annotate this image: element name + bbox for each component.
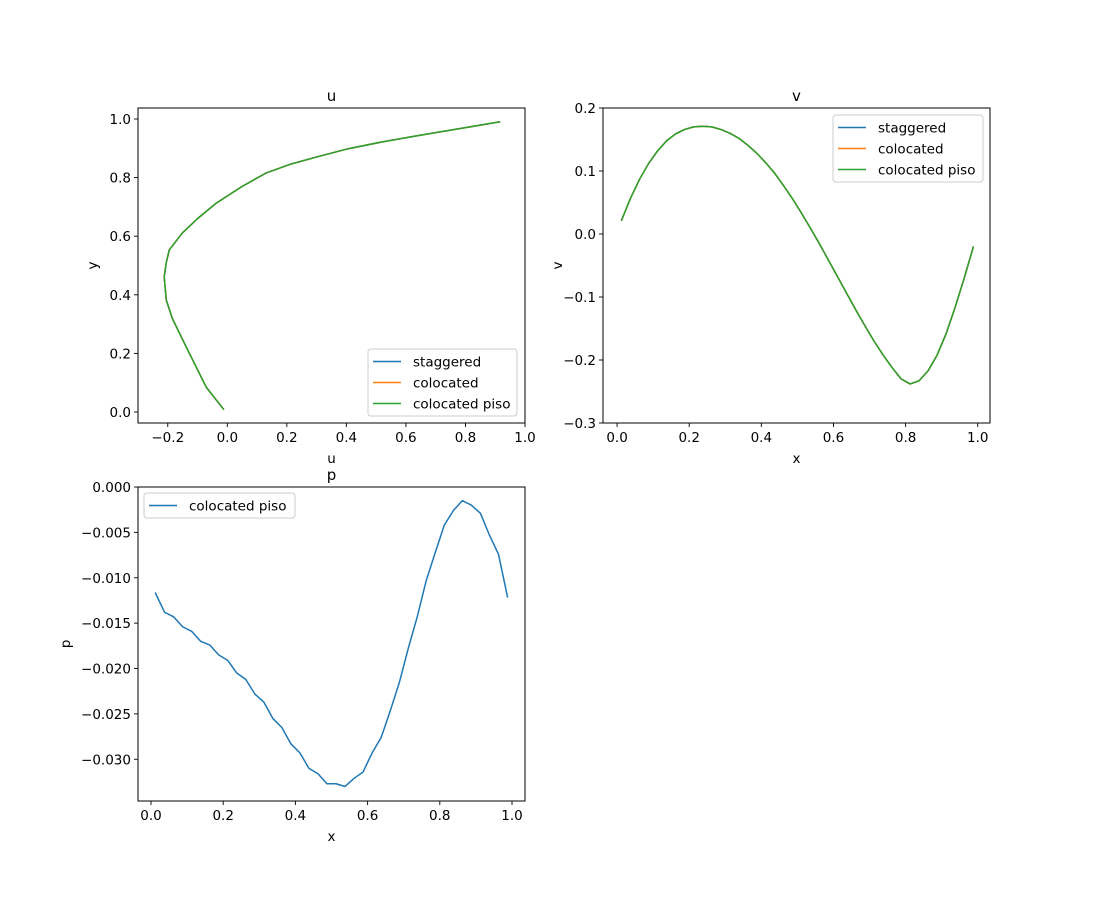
x-tick-label: 0.4 — [751, 430, 772, 446]
legend-label: colocated — [878, 142, 944, 158]
x-tick-label: 0.0 — [217, 430, 238, 446]
y-tick-label: 0.8 — [110, 171, 131, 187]
y-tick-label: 0.2 — [110, 346, 131, 362]
x-tick-label: 0.4 — [336, 430, 357, 446]
x-tick-label: −0.2 — [151, 430, 184, 446]
y-tick-label: 0.6 — [110, 229, 131, 245]
series-line-colocated-piso — [154, 499, 509, 788]
x-tick-label: 0.8 — [455, 430, 476, 446]
y-tick-label: −0.2 — [563, 353, 596, 369]
series-line-colocated-piso — [163, 121, 501, 411]
legend-box — [143, 492, 296, 519]
y-tick-label: −0.010 — [81, 571, 131, 587]
x-axis-label: x — [328, 829, 336, 845]
axes-frame — [137, 486, 526, 802]
legend-label: staggered — [878, 121, 946, 137]
y-axis-label: y — [85, 262, 101, 270]
legend-label: colocated piso — [413, 397, 510, 413]
subplot-v: 0.0 0.2 0.4 0.6 0.8 1.0 −0.3 −0.2 −0.1 0.0 0.1 0.2 v… — [550, 87, 991, 467]
y-tick-label: 0.4 — [110, 288, 131, 304]
y-tick-label: −0.030 — [81, 752, 131, 768]
x-tick-label: 0.0 — [606, 430, 627, 446]
plot-lines — [163, 121, 501, 411]
y-tick-label: −0.025 — [81, 707, 131, 723]
y-tick-label: 1.0 — [110, 112, 131, 128]
legend: colocated piso — [143, 492, 296, 519]
x-tick-label: 0.8 — [429, 808, 450, 824]
legend-label: staggered — [413, 355, 481, 371]
x-tick-label: 1.0 — [514, 430, 535, 446]
x-tick-label: 0.0 — [140, 808, 161, 824]
y-tick-label: 0.2 — [575, 101, 596, 117]
x-tick-label: 1.0 — [967, 430, 988, 446]
series-line-colocated-piso — [620, 125, 975, 385]
subplot-p: 0.0 0.2 0.4 0.6 0.8 1.0−0.030−0.025−0.020−0.0… — [58, 466, 526, 845]
y-tick-label: −0.020 — [81, 662, 131, 678]
y-axis-ticks: 0.0 0.2 0.4 0.6 0.8 1.0 — [110, 112, 138, 421]
subplots: −0.2 0.0 0.2 0.4 0.6 0.8 1.0 0.0 0.2 0.4 0.6 0.8 1.0… — [58, 87, 991, 845]
x-tick-label: 0.4 — [285, 808, 306, 824]
subplot-title: v — [792, 87, 801, 105]
y-tick-label: 0.0 — [575, 227, 596, 243]
y-tick-label: −0.3 — [563, 416, 596, 432]
x-axis-label: u — [327, 451, 336, 467]
x-tick-label: 0.2 — [678, 430, 699, 446]
legend: staggered colocated colocated piso — [367, 348, 518, 417]
y-axis-ticks: −0.030 −0.025 −0.020 −0.015 −0.010 −0.005 0.00… — [81, 480, 138, 768]
y-tick-label: 0.0 — [110, 405, 131, 421]
x-tick-label: 0.2 — [276, 430, 297, 446]
plot-lines — [154, 499, 509, 788]
axes-frame — [137, 107, 526, 424]
x-tick-label: 0.8 — [895, 430, 916, 446]
subplot-u: −0.2 0.0 0.2 0.4 0.6 0.8 1.0 0.0 0.2 0.4 0.6 0.8 1.0… — [85, 87, 536, 467]
x-tick-label: 0.6 — [357, 808, 378, 824]
y-tick-label: 0.000 — [92, 480, 131, 496]
x-tick-label: 0.2 — [212, 808, 233, 824]
legend-label: colocated piso — [878, 163, 975, 179]
axes-frame — [602, 107, 991, 424]
legend-box — [832, 114, 984, 183]
x-tick-label: 1.0 — [501, 808, 522, 824]
x-tick-label: 0.6 — [823, 430, 844, 446]
x-axis-label: x — [793, 451, 801, 467]
x-axis-ticks: 0.0 0.2 0.4 0.6 0.8 1.0 — [140, 801, 523, 824]
x-axis-ticks: −0.2 0.0 0.2 0.4 0.6 0.8 1.0 — [151, 423, 536, 446]
y-tick-label: 0.1 — [575, 164, 596, 180]
y-axis-label: p — [58, 640, 74, 649]
legend: staggered colocated colocated piso — [832, 114, 984, 183]
x-axis-ticks: 0.0 0.2 0.4 0.6 0.8 1.0 — [606, 423, 988, 446]
y-axis-label: v — [550, 262, 566, 270]
y-tick-label: −0.1 — [563, 290, 596, 306]
subplot-title: p — [327, 466, 337, 484]
y-tick-label: −0.015 — [81, 616, 131, 632]
x-tick-label: 0.6 — [395, 430, 416, 446]
legend-box — [367, 348, 518, 417]
y-tick-label: −0.005 — [81, 525, 131, 541]
subplot-title: u — [327, 87, 337, 105]
y-axis-ticks: −0.3 −0.2 −0.1 0.0 0.1 0.2 — [563, 101, 603, 432]
legend-label: colocated — [413, 376, 479, 392]
legend-label: colocated piso — [189, 499, 286, 515]
plot-lines — [620, 125, 975, 385]
